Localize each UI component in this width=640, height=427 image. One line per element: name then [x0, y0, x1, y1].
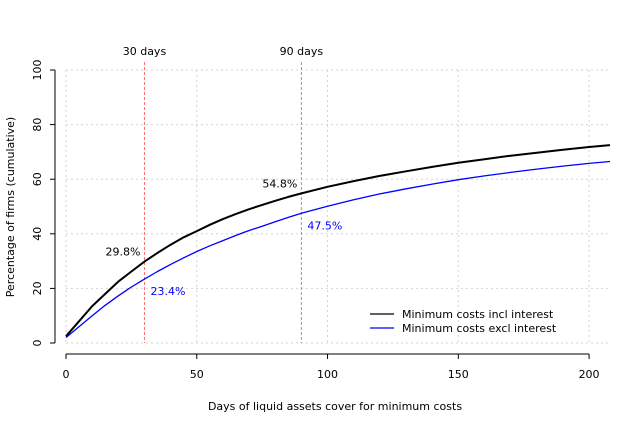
series-line-1	[65, 144, 611, 337]
value-annotation: 23.4%	[150, 285, 185, 298]
value-annotation: 54.8%	[262, 177, 297, 190]
x-tick-label: 200	[579, 368, 600, 381]
x-axis-title: Days of liquid assets cover for minimum …	[208, 400, 462, 413]
reference-lines: 30 days 90 days	[123, 45, 324, 343]
x-tick-label: 50	[190, 368, 204, 381]
legend-label: Minimum costs incl interest	[402, 308, 554, 321]
value-annotations: 29.8% 23.4% 54.8% 47.5%	[106, 177, 343, 298]
series-line-2	[65, 160, 611, 338]
series-lines	[65, 144, 611, 338]
grid	[65, 69, 610, 344]
value-annotation: 47.5%	[307, 219, 342, 232]
vline-label: 30 days	[123, 45, 167, 58]
axes: 0 50 100 150 200 0 20 40 60 80 100	[31, 60, 600, 382]
value-annotation: 29.8%	[106, 246, 141, 259]
y-tick-label: 0	[31, 340, 44, 347]
y-tick-label: 20	[31, 281, 44, 295]
x-tick-label: 0	[63, 368, 70, 381]
vline-label: 90 days	[280, 45, 324, 58]
y-axis-title: Percentage of firms (cumulative)	[4, 117, 17, 297]
y-tick-label: 40	[31, 227, 44, 241]
x-tick-label: 150	[448, 368, 469, 381]
y-tick-label: 80	[31, 118, 44, 132]
y-tick-label: 60	[31, 172, 44, 186]
x-tick-label: 100	[317, 368, 338, 381]
y-tick-label: 100	[31, 60, 44, 81]
legend-label: Minimum costs excl interest	[402, 322, 557, 335]
